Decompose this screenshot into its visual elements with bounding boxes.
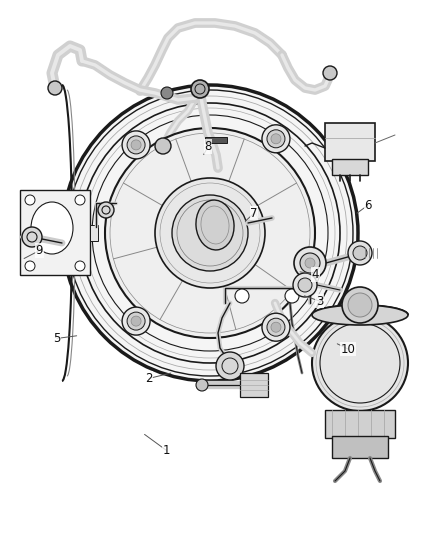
Circle shape (267, 130, 285, 148)
Circle shape (294, 247, 326, 279)
Bar (325, 410, 395, 438)
Circle shape (235, 289, 249, 303)
Circle shape (131, 316, 141, 326)
Circle shape (191, 80, 209, 98)
Circle shape (348, 293, 372, 317)
Bar (205, 137, 227, 143)
Circle shape (305, 258, 315, 268)
Ellipse shape (196, 200, 234, 250)
Bar (20, 190, 90, 275)
Circle shape (323, 66, 337, 80)
Text: 4: 4 (311, 268, 319, 281)
Text: 3: 3 (316, 295, 323, 308)
Circle shape (271, 322, 281, 332)
Circle shape (300, 253, 320, 273)
Text: 10: 10 (341, 343, 356, 356)
Bar (332, 436, 388, 458)
Circle shape (196, 379, 208, 391)
Circle shape (216, 352, 244, 380)
Circle shape (48, 81, 62, 95)
Circle shape (353, 246, 367, 260)
Ellipse shape (31, 202, 73, 254)
Circle shape (98, 202, 114, 218)
Circle shape (25, 195, 35, 205)
Circle shape (75, 195, 85, 205)
Circle shape (155, 178, 265, 288)
Circle shape (298, 278, 312, 292)
Circle shape (161, 87, 173, 99)
Circle shape (293, 273, 317, 297)
Text: 2: 2 (145, 372, 153, 385)
Circle shape (262, 313, 290, 341)
Circle shape (348, 241, 372, 265)
Circle shape (22, 227, 42, 247)
Circle shape (105, 128, 315, 338)
Bar (240, 373, 268, 397)
Circle shape (127, 136, 145, 154)
Circle shape (122, 131, 150, 159)
Circle shape (262, 125, 290, 153)
Circle shape (342, 287, 378, 323)
Circle shape (62, 85, 358, 381)
Text: 9: 9 (35, 244, 43, 257)
Text: 5: 5 (53, 332, 60, 345)
Circle shape (127, 312, 145, 330)
Circle shape (172, 195, 248, 271)
Bar (90, 225, 98, 241)
Circle shape (267, 318, 285, 336)
Text: 6: 6 (364, 199, 372, 212)
Text: 8: 8 (205, 140, 212, 153)
Circle shape (155, 138, 171, 154)
Bar (332, 159, 368, 175)
Ellipse shape (312, 305, 408, 325)
Circle shape (25, 261, 35, 271)
Text: 7: 7 (250, 207, 258, 220)
Circle shape (75, 261, 85, 271)
Bar (325, 123, 375, 161)
Text: 1: 1 (162, 444, 170, 457)
Circle shape (285, 289, 299, 303)
Circle shape (131, 140, 141, 150)
Circle shape (122, 307, 150, 335)
Circle shape (312, 315, 408, 411)
Circle shape (271, 134, 281, 144)
